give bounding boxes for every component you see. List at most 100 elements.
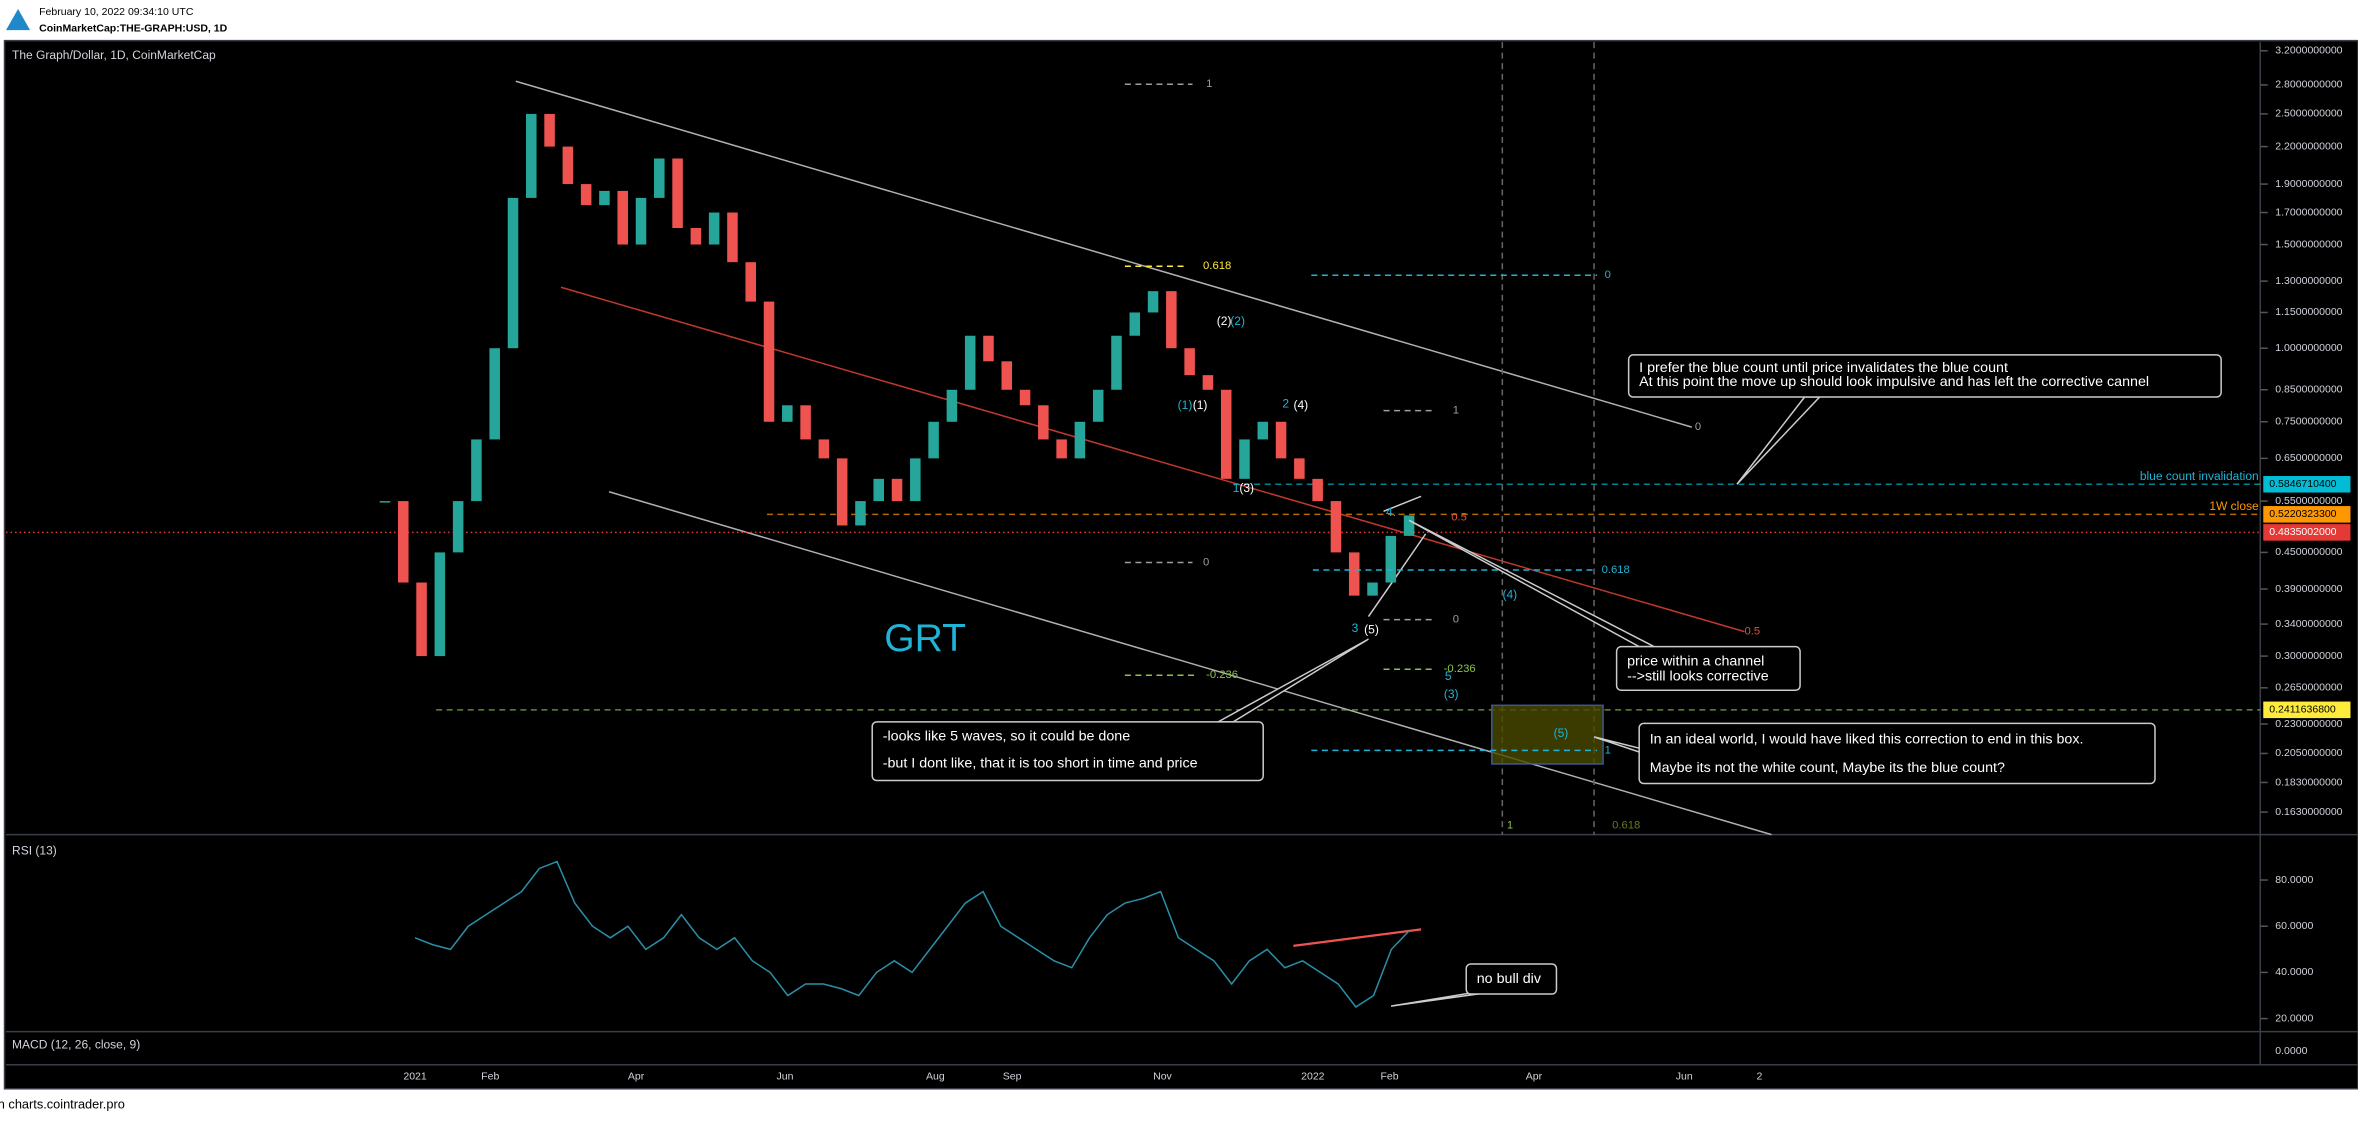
y-tick-label: 0.3400000000 (2275, 618, 2342, 630)
candle (1074, 421, 1086, 459)
price-badge: 0.2411636800 (2269, 704, 2336, 716)
divergence-line (1293, 928, 1422, 948)
fib-label: 0.618 (1602, 564, 1630, 576)
y-tick-label: 1.3000000000 (2275, 275, 2342, 287)
x-tick-label: 2022 (1301, 1071, 1325, 1083)
wave-label: 3 (1352, 621, 1359, 635)
channel-line (608, 491, 1772, 836)
callout-text: -but I dont like, that it is too short i… (883, 756, 1198, 772)
channel-line (515, 80, 1693, 428)
candle (708, 212, 720, 245)
y-tick-label: 0.5500000000 (2275, 495, 2342, 507)
candle (818, 439, 830, 459)
y-tick-label: 0.8500000000 (2275, 384, 2342, 396)
candle (379, 501, 391, 503)
fib-label: 1 (1605, 744, 1611, 756)
wave-label: (4) (1502, 588, 1517, 602)
callout-box (1627, 354, 2222, 398)
candle (891, 478, 903, 502)
candle (1275, 421, 1287, 459)
candle (1403, 515, 1415, 536)
fib-label: 0 (1453, 614, 1459, 626)
y-tick-label: 1.9000000000 (2275, 178, 2342, 190)
candle (1019, 389, 1031, 406)
candle (1294, 458, 1305, 479)
fib-label: 0.618 (1203, 260, 1231, 272)
price-badge: 0.5220323300 (2269, 508, 2336, 520)
x-tick-label: 2 (1757, 1071, 1763, 1083)
fib-label: -0.236 (1206, 669, 1238, 681)
candle (1220, 389, 1232, 479)
candle (617, 190, 628, 245)
candle (873, 478, 885, 502)
callout-text: no bull div (1477, 971, 1542, 987)
callout-text: Maybe its not the white count, Maybe its… (1650, 760, 2005, 776)
candle (544, 113, 555, 147)
wedge-line (1383, 495, 1422, 513)
x-tick-label: Jun (1676, 1071, 1693, 1083)
wave-label: (2) (1230, 314, 1245, 328)
x-tick-label: Nov (1153, 1071, 1172, 1083)
candle (1147, 291, 1159, 313)
candle (489, 348, 500, 440)
wave-label: 5 (1445, 669, 1452, 683)
wave-label: (5) (1364, 622, 1379, 636)
candle (1166, 291, 1177, 349)
candle (910, 458, 921, 502)
candle (690, 228, 702, 245)
y-tick-label: 3.2000000000 (2275, 45, 2342, 57)
y-tick-label: 0.4500000000 (2275, 546, 2342, 558)
candle (526, 113, 537, 198)
candle (1257, 421, 1269, 440)
y-tick-label: 2.8000000000 (2275, 79, 2342, 91)
candle (928, 421, 939, 459)
candle (964, 335, 976, 390)
y-tick-label: 0.6500000000 (2275, 452, 2342, 464)
wave-label: (2) (1217, 314, 1232, 328)
drawings (6, 42, 2261, 948)
candle (452, 501, 464, 553)
y-tick-label: 0.2050000000 (2275, 747, 2342, 759)
rsi-label: RSI (13) (12, 843, 57, 857)
level-label: blue count invalidation (2140, 469, 2259, 483)
candle (782, 405, 793, 422)
candle (1001, 361, 1013, 390)
callout-box (1615, 645, 1801, 692)
callout-box (1465, 963, 1558, 995)
symbol: CoinMarketCap:THE-GRAPH:USD, 1D (39, 22, 228, 34)
callout-box (1638, 722, 2156, 785)
candle (946, 389, 958, 422)
wave-label: 2 (1282, 397, 1289, 411)
candle (763, 301, 775, 422)
candle (1129, 312, 1141, 336)
candle (416, 582, 427, 657)
level-label: 1W close (2209, 499, 2259, 513)
fib-label: 1 (1206, 78, 1212, 90)
candle (672, 158, 683, 229)
y-tick-label: 0.3000000000 (2275, 650, 2342, 662)
callout-text: -looks like 5 waves, so it could be done (883, 729, 1130, 745)
candle (599, 190, 610, 206)
wave-label: (3) (1444, 687, 1459, 701)
callout-text: At this point the move up should look im… (1639, 374, 2149, 390)
candle (1348, 552, 1360, 596)
callout-text: price within a channel (1627, 653, 1764, 669)
x-tick-label: Feb (481, 1071, 499, 1083)
channel-line (560, 286, 1745, 633)
x-tick-label: 2021 (403, 1071, 427, 1083)
x-tick-label: Aug (926, 1071, 945, 1083)
candle (434, 552, 446, 657)
x-tick-label: Jun (777, 1071, 794, 1083)
fib-label: 0.5 (1744, 626, 1760, 638)
candle (1111, 335, 1122, 390)
y-tick-label: 80.0000 (2275, 874, 2313, 886)
candle (745, 262, 756, 302)
fib-label: 0 (1203, 556, 1209, 568)
legend: The Graph/Dollar, 1D, CoinMarketCap (12, 48, 216, 62)
wave-label: (3) (1239, 481, 1254, 495)
y-tick-label: 1.1500000000 (2275, 306, 2342, 318)
wave-label: 4. (1386, 505, 1396, 519)
target-box (1491, 704, 1604, 765)
